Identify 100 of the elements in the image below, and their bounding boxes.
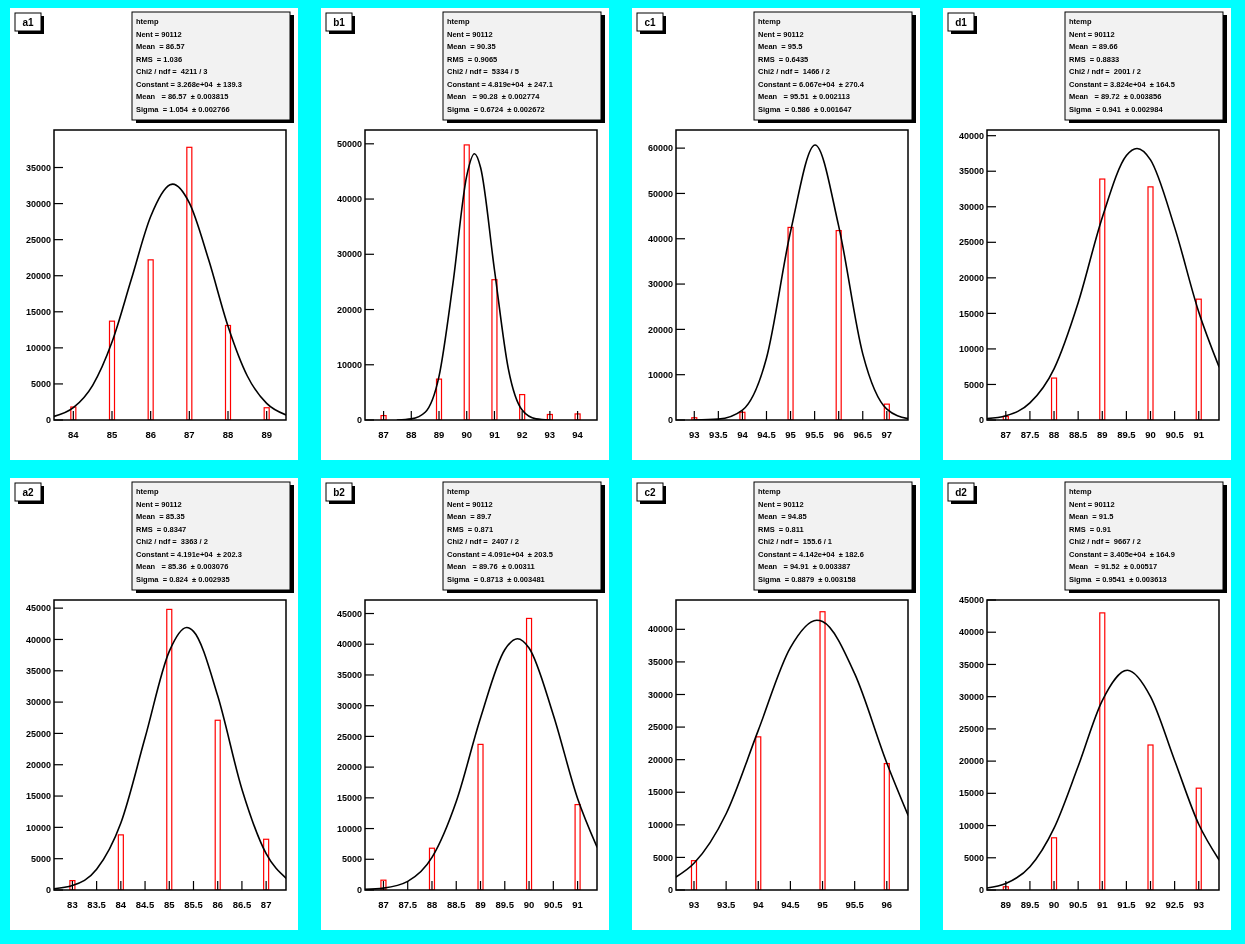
y-tick-label: 45000 [958,595,984,606]
x-tick-label: 93.5 [709,429,729,440]
x-tick-label: 96 [833,429,844,440]
x-tick-label: 83.5 [87,899,107,910]
y-tick-label: 30000 [336,249,362,260]
x-tick-label: 90 [1145,429,1156,440]
x-tick-label: 90 [1048,899,1060,910]
y-tick-label: 20000 [336,304,362,315]
x-tick-label: 96 [881,899,893,910]
y-tick-label: 0 [45,885,51,896]
x-tick-label: 91 [572,899,584,910]
y-tick-label: 25000 [958,724,984,735]
y-tick-label: 10000 [647,819,673,830]
x-tick-label: 88 [1048,429,1060,440]
y-tick-label: 0 [978,415,984,426]
x-tick-label: 88 [426,899,438,910]
x-tick-label: 88.5 [1068,429,1089,440]
y-tick-label: 40000 [958,627,984,638]
x-tick-label: 94 [752,899,765,910]
x-tick-label: 91 [489,429,501,440]
x-tick-label: 84 [68,429,80,440]
y-tick-label: 20000 [336,762,362,773]
y-tick-label: 10000 [25,822,51,833]
y-tick-label: 15000 [958,788,984,799]
y-tick-label: 30000 [958,201,984,212]
y-tick-label: 25000 [25,728,51,739]
y-tick-label: 0 [667,415,673,426]
x-tick-label: 92.5 [1165,899,1185,910]
y-tick-label: 10000 [336,823,362,834]
y-tick-label: 35000 [25,162,51,173]
x-tick-label: 87 [184,429,195,440]
y-tick-label: 35000 [647,657,673,668]
x-tick-label: 94 [737,429,749,440]
y-tick-label: 40000 [336,194,362,205]
y-tick-label: 0 [978,885,984,896]
x-tick-label: 93.5 [716,899,737,910]
x-tick-label: 86.5 [232,899,252,910]
x-tick-label: 87.5 [1020,429,1040,440]
y-tick-label: 30000 [25,198,51,209]
y-tick-label: 60000 [647,143,673,154]
chart-title: b1 [333,17,346,28]
y-tick-label: 10000 [336,359,362,370]
y-tick-label: 15000 [336,792,362,803]
y-tick-label: 30000 [336,700,362,711]
x-tick-label: 89.5 [1020,899,1040,910]
x-tick-label: 89 [1096,429,1108,440]
y-tick-label: 40000 [336,639,362,650]
x-tick-label: 93 [688,899,700,910]
x-tick-label: 85 [163,899,176,910]
x-tick-label: 91 [1193,429,1205,440]
y-tick-label: 5000 [341,854,362,865]
y-tick-label: 40000 [647,624,673,635]
x-tick-label: 95 [785,429,797,440]
y-tick-label: 40000 [958,130,984,141]
x-tick-label: 89.5 [1117,429,1137,440]
x-tick-label: 85 [106,429,118,440]
x-tick-label: 86 [212,899,223,910]
x-tick-label: 88.5 [447,899,467,910]
y-tick-label: 20000 [958,756,984,767]
x-tick-label: 91 [1096,899,1109,910]
x-tick-label: 85.5 [184,899,204,910]
y-tick-label: 30000 [958,691,984,702]
y-tick-label: 0 [45,415,51,426]
y-tick-label: 30000 [25,697,51,708]
y-tick-label: 5000 [963,852,984,863]
y-tick-label: 35000 [25,665,51,676]
y-tick-label: 50000 [647,188,673,199]
chart-title: c2 [644,487,656,498]
x-tick-label: 94.5 [757,429,777,440]
x-tick-label: 87 [1000,429,1012,440]
x-tick-label: 89 [475,899,486,910]
y-tick-label: 35000 [336,670,362,681]
x-tick-label: 87 [260,899,272,910]
x-tick-label: 94 [572,429,584,440]
x-tick-label: 93 [689,429,700,440]
y-tick-label: 0 [667,885,673,896]
x-tick-label: 91.5 [1117,899,1137,910]
x-tick-label: 89 [433,429,445,440]
x-tick-label: 89 [261,429,272,440]
x-tick-label: 87.5 [398,899,418,910]
x-tick-label: 88 [222,429,234,440]
y-tick-label: 15000 [647,787,673,798]
x-tick-label: 84.5 [135,899,156,910]
y-tick-label: 20000 [958,272,984,283]
x-tick-label: 96.5 [853,429,873,440]
y-tick-label: 5000 [30,853,51,864]
x-tick-label: 90 [461,429,473,440]
chart-title: d2 [955,487,968,498]
x-tick-label: 86 [145,429,156,440]
chart-title: d1 [955,17,968,28]
y-tick-label: 45000 [25,603,51,614]
y-tick-label: 5000 [963,379,984,390]
y-tick-label: 25000 [336,731,362,742]
y-tick-label: 10000 [958,344,984,355]
y-tick-label: 35000 [958,166,984,177]
chart-title: c1 [644,17,656,28]
y-tick-label: 35000 [958,659,984,670]
x-tick-label: 95.5 [845,899,865,910]
y-tick-label: 0 [356,885,362,896]
y-tick-label: 5000 [652,852,673,863]
